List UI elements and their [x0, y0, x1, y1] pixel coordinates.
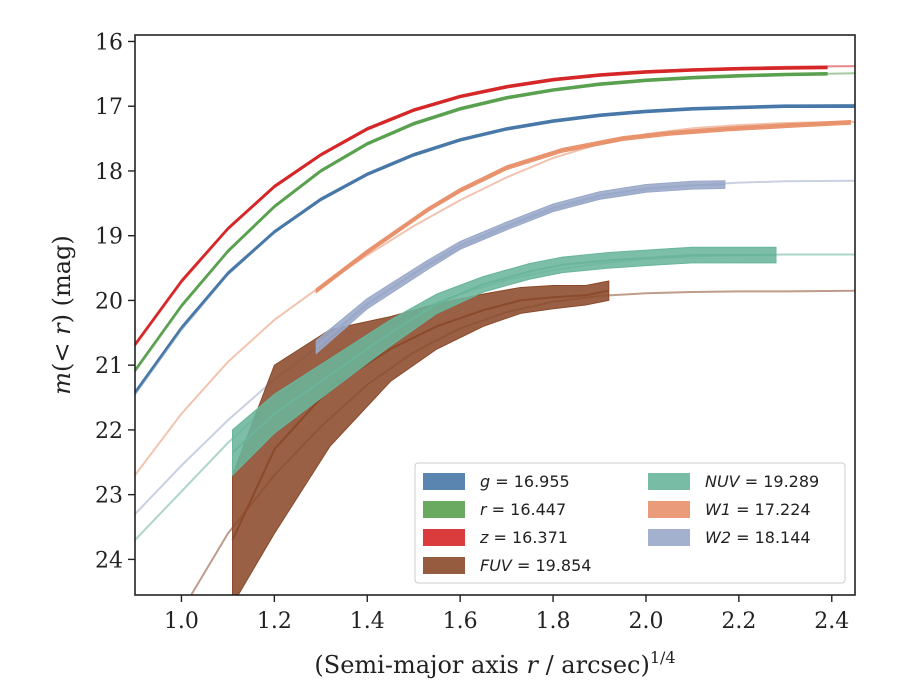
plot-frame — [134, 34, 856, 596]
x-tick-label: 1.4 — [350, 609, 385, 634]
legend-swatch-w1 — [648, 501, 690, 518]
x-tick-label: 2.0 — [628, 609, 663, 634]
data-band-nuv — [232, 246, 777, 477]
legend-label-w1: W1 = 17.224 — [705, 500, 811, 519]
data-line-w1 — [315, 121, 851, 292]
legend-swatch-w2 — [648, 529, 690, 546]
x-tick-label: 1.0 — [164, 609, 199, 634]
legend-swatch-z — [423, 529, 465, 546]
x-tick-label: 1.6 — [443, 609, 478, 634]
y-tick-label: 16 — [95, 30, 123, 55]
legend-label-nuv: NUV = 19.289 — [705, 472, 819, 491]
y-axis-title: m(< r) (mag) — [48, 235, 76, 395]
data-line-z — [135, 66, 828, 346]
data-band-g — [135, 104, 855, 395]
legend-swatch-r — [423, 501, 465, 518]
data-line-fuv — [231, 289, 609, 541]
legend-box — [414, 462, 846, 584]
y-tick-label: 22 — [95, 419, 123, 444]
x-tick-label: 1.2 — [257, 609, 292, 634]
data-band-r — [135, 71, 828, 373]
legend-label-g: g = 16.955 — [480, 472, 570, 491]
data-band-w2 — [315, 180, 726, 355]
legend-label-w2: W2 = 18.144 — [705, 528, 811, 547]
x-axis-title: (Semi-major axis r / arcsec)1/4 — [314, 648, 675, 679]
legend: g = 16.955 r = 16.447 z = 16.371 FUV = 19.8… — [414, 462, 846, 584]
model-curve-w1 — [135, 120, 855, 476]
series-layer — [135, 65, 855, 595]
y-tick-label: 17 — [95, 95, 123, 120]
x-tick-label: 1.8 — [536, 609, 571, 634]
y-tick-label: 23 — [95, 484, 123, 509]
model-curve-r — [135, 72, 855, 373]
legend-label-r: r = 16.447 — [480, 500, 566, 519]
y-tick-label: 19 — [95, 225, 123, 250]
x-tick-label: 2.4 — [814, 609, 849, 634]
legend-swatch-nuv — [648, 473, 690, 490]
data-line-g — [135, 105, 855, 393]
y-tick-label: 18 — [95, 160, 123, 185]
legend-label-fuv: FUV = 19.854 — [480, 556, 591, 575]
data-line-r — [135, 72, 828, 371]
y-tick-label: 21 — [95, 354, 123, 379]
data-band-z — [135, 65, 828, 347]
data-line-w2 — [315, 183, 725, 348]
data-band-w1 — [315, 119, 851, 294]
data-line-nuv — [231, 254, 776, 454]
y-axis: 16 17 18 19 20 21 22 23 24 — [95, 30, 135, 573]
y-tick-label: 20 — [95, 289, 123, 314]
y-tick-label: 24 — [95, 548, 123, 573]
legend-label-z: z = 16.371 — [479, 528, 568, 547]
x-tick-label: 2.2 — [721, 609, 756, 634]
legend-swatch-g — [423, 473, 465, 490]
x-axis: 1.0 1.2 1.4 1.6 1.8 2.0 2.2 2.4 — [164, 595, 849, 634]
legend-swatch-fuv — [423, 557, 465, 574]
